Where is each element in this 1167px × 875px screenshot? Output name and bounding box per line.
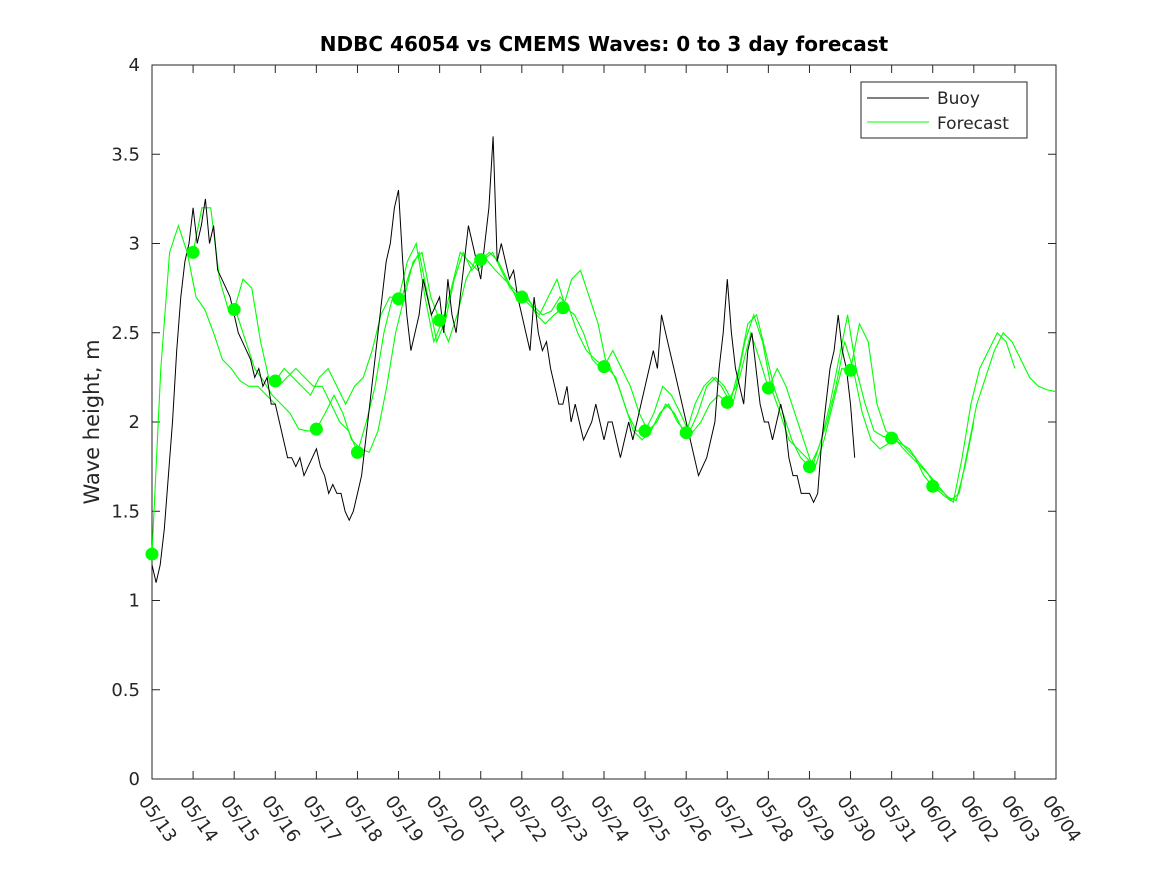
x-tick-label: 05/22 xyxy=(504,792,551,847)
x-tick-label: 05/23 xyxy=(545,792,592,847)
forecast-run-line xyxy=(315,251,441,454)
legend: Buoy Forecast xyxy=(860,81,1028,139)
forecast-run-line xyxy=(932,331,1057,502)
y-tick-label: 1 xyxy=(129,591,140,612)
forecast-start-marker xyxy=(433,313,447,327)
x-axis: 05/1305/1405/1505/1605/1705/1805/1905/20… xyxy=(134,65,1085,846)
forecast-series xyxy=(151,207,1057,555)
forecast-run-line xyxy=(767,314,892,469)
forecast-start-marker xyxy=(802,460,816,474)
chart-title: NDBC 46054 vs CMEMS Waves: 0 to 3 day fo… xyxy=(320,32,889,56)
forecast-run-line xyxy=(480,251,605,368)
forecast-start-marker xyxy=(926,479,940,493)
y-tick-label: 2 xyxy=(129,412,140,433)
forecast-start-marker xyxy=(515,290,529,304)
y-tick-label: 1.5 xyxy=(111,501,140,522)
x-tick-label: 05/14 xyxy=(175,792,222,847)
x-tick-label: 05/18 xyxy=(339,792,386,847)
forecast-run-line xyxy=(603,349,728,434)
x-tick-label: 06/01 xyxy=(915,792,962,847)
legend-buoy-label: Buoy xyxy=(937,89,980,109)
x-tick-label: 05/25 xyxy=(627,792,674,847)
forecast-start-marker xyxy=(679,426,693,440)
forecast-start-marker xyxy=(720,395,734,409)
forecast-run-line xyxy=(809,341,934,487)
x-tick-label: 06/02 xyxy=(956,792,1003,847)
legend-forecast-label: Forecast xyxy=(937,114,1009,134)
forecast-start-marker xyxy=(186,245,200,259)
forecast-run-line xyxy=(685,313,810,467)
x-tick-label: 06/04 xyxy=(1038,792,1085,847)
forecast-start-marker xyxy=(350,445,364,459)
x-tick-label: 05/16 xyxy=(257,792,304,847)
forecast-run-line xyxy=(521,277,646,432)
y-tick-label: 3 xyxy=(129,234,140,255)
y-tick-label: 3.5 xyxy=(111,144,140,165)
buoy-line xyxy=(151,136,856,583)
x-tick-label: 05/26 xyxy=(668,792,715,847)
legend-box xyxy=(860,81,1028,139)
x-tick-label: 05/24 xyxy=(586,792,633,847)
x-tick-label: 05/30 xyxy=(832,792,879,847)
y-axis-label: Wave height, m xyxy=(80,339,104,504)
forecast-start-marker xyxy=(145,547,159,561)
x-tick-label: 05/29 xyxy=(791,792,838,847)
forecast-start-marker xyxy=(761,381,775,395)
forecast-start-marker xyxy=(474,253,488,267)
forecast-start-marker xyxy=(885,431,899,445)
forecast-run-line xyxy=(274,296,399,406)
forecast-run-line xyxy=(891,331,1016,504)
y-axis: 0 0.5 1 1.5 2 2.5 3 3.5 4 xyxy=(111,55,1056,790)
y-tick-label: 0 xyxy=(129,769,140,790)
x-tick-label: 05/28 xyxy=(750,792,797,847)
forecast-start-marker xyxy=(556,301,570,315)
forecast-run-line xyxy=(397,241,523,344)
forecast-run-line xyxy=(233,278,359,453)
buoy-series xyxy=(151,136,856,583)
x-tick-label: 06/03 xyxy=(997,792,1044,847)
forecast-run-line xyxy=(151,223,276,555)
forecast-start-markers xyxy=(145,245,940,561)
x-tick-label: 05/27 xyxy=(709,792,756,847)
plot-area-frame xyxy=(151,64,1057,780)
forecast-start-marker xyxy=(227,303,241,317)
forecast-start-marker xyxy=(597,360,611,374)
forecast-start-marker xyxy=(392,292,406,306)
forecast-run-line xyxy=(644,330,769,435)
x-tick-label: 05/21 xyxy=(463,792,510,847)
forecast-start-marker xyxy=(309,422,323,436)
forecast-start-marker xyxy=(638,424,652,438)
forecast-run-line xyxy=(439,251,564,344)
forecast-run-line xyxy=(849,322,975,502)
y-tick-label: 2.5 xyxy=(111,323,140,344)
y-tick-label: 0.5 xyxy=(111,680,140,701)
x-tick-label: 05/19 xyxy=(380,792,427,847)
forecast-run-line xyxy=(726,313,851,468)
x-tick-label: 05/20 xyxy=(422,792,469,847)
forecast-run-line xyxy=(562,269,687,441)
forecast-run-line xyxy=(192,207,317,432)
x-tick-label: 05/15 xyxy=(216,792,263,847)
forecast-start-marker xyxy=(268,374,282,388)
y-tick-label: 4 xyxy=(129,55,140,76)
x-tick-label: 05/17 xyxy=(298,792,345,847)
forecast-start-marker xyxy=(844,363,858,377)
x-tick-label: 05/31 xyxy=(874,792,921,847)
x-tick-label: 05/13 xyxy=(134,792,181,847)
forecast-run-line xyxy=(356,250,482,453)
